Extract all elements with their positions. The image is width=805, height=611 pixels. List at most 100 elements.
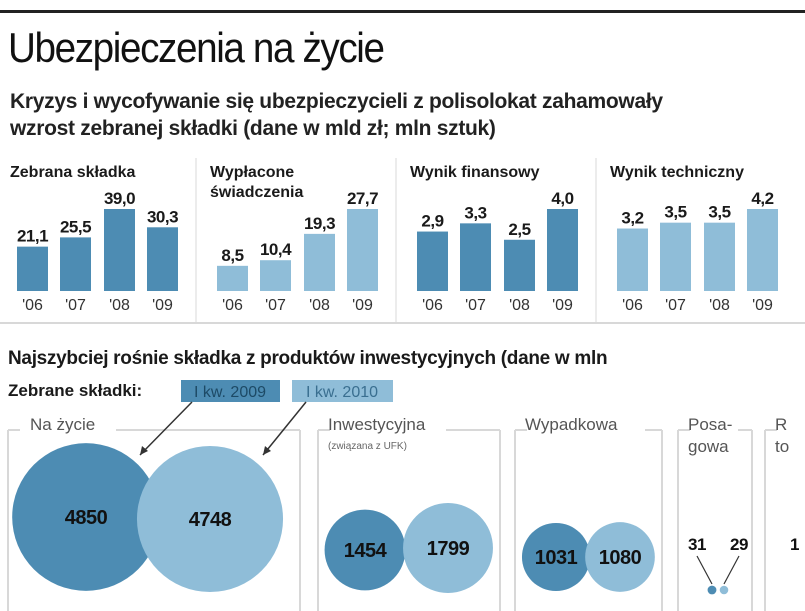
subtitle-line-2: wzrost zebranej składki (dane w mld zł; … (10, 117, 496, 140)
panel-title: Wynik finansowy (410, 164, 540, 181)
bar-value-label: 19,3 (304, 214, 335, 233)
x-tick-label: '06 (622, 297, 643, 314)
bubble-2009 (707, 585, 717, 595)
top-rule (0, 10, 805, 13)
bubble-2009 (12, 443, 160, 591)
bar (617, 228, 648, 291)
bar (60, 237, 91, 291)
bar-value-label: 4,0 (551, 189, 573, 208)
x-tick-label: '09 (352, 297, 373, 314)
group-label: Na życie (30, 415, 95, 434)
panel-title: Wynik techniczny (610, 164, 744, 181)
section-title: Najszybciej rośnie składka z produktów i… (8, 348, 607, 369)
bar (104, 209, 135, 291)
x-tick-label: '07 (665, 297, 686, 314)
panel-title: Wypłacone (210, 164, 294, 181)
x-tick-label: '08 (109, 297, 130, 314)
bubble-2009 (324, 509, 406, 591)
group-label: Inwestycyjna (328, 415, 426, 434)
bar-value-label: 39,0 (104, 189, 135, 208)
page-title: Ubezpieczenia na życie (8, 24, 385, 71)
bar (504, 239, 535, 291)
group-label-line2: gowa (688, 437, 729, 456)
bubble-2009 (521, 522, 591, 592)
group-label: Wypadkowa (525, 415, 618, 434)
bar (304, 233, 335, 291)
bar-value-label: 3,5 (664, 203, 686, 222)
bar-value-label: 4,2 (751, 189, 773, 208)
x-tick-label: '06 (22, 297, 43, 314)
x-tick-label: '09 (752, 297, 773, 314)
bubble-value: 1080 (599, 547, 642, 569)
panel-title: Zebrana składka (10, 164, 136, 181)
subtitle-line-1: Kryzys i wycofywanie się ubezpieczycieli… (10, 90, 663, 113)
x-tick-label: '06 (422, 297, 443, 314)
x-tick-label: '07 (265, 297, 286, 314)
panel-title: świadczenia (210, 184, 303, 201)
bubble-value: 1 (790, 535, 799, 554)
x-tick-label: '08 (709, 297, 730, 314)
pointer-line (723, 555, 740, 585)
bar-value-label: 8,5 (221, 246, 243, 265)
legend-swatch-2010 (292, 380, 393, 402)
bar (17, 246, 48, 291)
bar-value-label: 3,2 (621, 209, 643, 228)
bar (217, 265, 248, 291)
group-note: (związana z UFK) (328, 441, 407, 452)
group-label: R (775, 415, 787, 434)
x-tick-label: '08 (509, 297, 530, 314)
group-frame (7, 429, 301, 611)
bubble-2010 (585, 522, 655, 592)
group-frame (514, 429, 663, 611)
bar (747, 209, 778, 291)
legend-label: Zebrane składki: (8, 381, 142, 400)
bubble-value: 4748 (189, 509, 232, 531)
group-frame (764, 429, 777, 611)
bar-value-label: 27,7 (347, 189, 378, 208)
bubble-value: 29 (730, 535, 748, 554)
x-tick-label: '08 (309, 297, 330, 314)
bubble-value: 1031 (535, 547, 578, 569)
bar-value-label: 25,5 (60, 217, 91, 236)
bubble-value: 1799 (427, 538, 470, 560)
bar (147, 227, 178, 291)
bubble-2010 (719, 585, 729, 595)
x-tick-label: '07 (65, 297, 86, 314)
legend-arrow-2010 (262, 401, 307, 456)
bar (460, 223, 491, 291)
bubble-2010 (403, 503, 493, 593)
legend-item-2009: I kw. 2009 (194, 384, 266, 401)
bar-value-label: 21,1 (17, 227, 48, 246)
group-label: Posa- (688, 415, 732, 434)
bar-value-label: 30,3 (147, 207, 178, 226)
bar (347, 209, 378, 291)
bar-value-label: 2,5 (508, 220, 530, 239)
bar-value-label: 2,9 (421, 212, 443, 231)
bar-value-label: 3,3 (464, 203, 486, 222)
bar-value-label: 10,4 (260, 240, 292, 259)
x-tick-label: '09 (152, 297, 173, 314)
pointer-line (696, 555, 713, 585)
group-frame (317, 429, 501, 611)
bar (660, 222, 691, 291)
legend-item-2010: I kw. 2010 (306, 384, 378, 401)
x-tick-label: '07 (465, 297, 486, 314)
arrow-head-icon (263, 446, 271, 455)
x-tick-label: '06 (222, 297, 243, 314)
group-label-line2: to (775, 437, 789, 456)
bubble-value: 1454 (344, 540, 388, 562)
bar (704, 222, 735, 291)
legend-swatch-2009 (181, 380, 280, 402)
bubble-2010 (136, 445, 284, 593)
bar (547, 209, 578, 291)
bar-value-label: 3,5 (708, 203, 730, 222)
arrow-head-icon (140, 446, 148, 455)
x-tick-label: '09 (552, 297, 573, 314)
bubble-value: 4850 (65, 507, 108, 529)
legend-arrow-2009 (139, 401, 193, 456)
bubble-value: 31 (688, 535, 706, 554)
group-frame (677, 429, 753, 611)
bar (417, 231, 448, 291)
bar (260, 260, 291, 291)
